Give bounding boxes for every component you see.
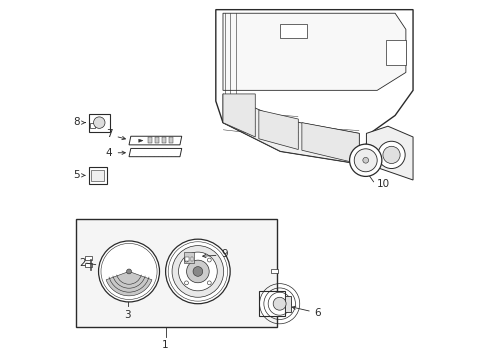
Bar [88, 167, 107, 184]
Bar [76, 220, 276, 327]
Text: 6: 6 [314, 308, 321, 318]
Bar [155, 137, 159, 143]
Polygon shape [223, 94, 359, 164]
Bar [169, 137, 173, 143]
Text: 2: 2 [79, 258, 85, 268]
Bar [89, 259, 91, 270]
Circle shape [273, 297, 285, 310]
Circle shape [353, 149, 376, 172]
Circle shape [382, 146, 399, 163]
Circle shape [165, 239, 230, 304]
Polygon shape [139, 139, 142, 142]
Circle shape [377, 141, 405, 168]
Circle shape [184, 258, 188, 262]
Bar [183, 252, 194, 263]
Text: 1: 1 [162, 339, 168, 350]
Polygon shape [258, 110, 298, 149]
Bar [190, 257, 192, 261]
Circle shape [99, 241, 159, 302]
Bar [386, 40, 405, 65]
Bar [88, 114, 110, 132]
Polygon shape [215, 10, 412, 164]
Bar [271, 269, 277, 273]
Polygon shape [366, 126, 412, 180]
Bar [147, 137, 152, 143]
Polygon shape [106, 271, 152, 296]
Bar [285, 296, 291, 312]
Text: 4: 4 [106, 148, 112, 158]
Circle shape [349, 144, 381, 176]
Bar [162, 137, 166, 143]
Circle shape [362, 157, 368, 163]
Circle shape [178, 252, 217, 291]
Bar [90, 123, 95, 128]
Circle shape [93, 117, 105, 129]
Text: 3: 3 [124, 310, 131, 320]
Circle shape [172, 246, 223, 297]
Text: 8: 8 [73, 117, 80, 127]
Circle shape [186, 260, 209, 283]
Bar [85, 256, 92, 260]
Circle shape [184, 281, 188, 285]
Polygon shape [129, 148, 182, 157]
Polygon shape [129, 136, 182, 145]
Circle shape [207, 258, 211, 262]
Bar [280, 24, 306, 39]
Text: 9: 9 [221, 249, 227, 259]
Text: 7: 7 [106, 129, 112, 139]
Polygon shape [223, 94, 255, 137]
Polygon shape [301, 123, 359, 164]
Circle shape [126, 269, 131, 274]
Circle shape [207, 281, 211, 285]
Text: 10: 10 [376, 179, 389, 189]
Text: 5: 5 [73, 170, 80, 180]
Bar [91, 170, 103, 181]
Polygon shape [223, 13, 405, 90]
Bar [182, 249, 199, 264]
Polygon shape [258, 291, 285, 316]
Bar [85, 263, 92, 267]
Bar [184, 257, 189, 261]
Circle shape [193, 267, 203, 276]
